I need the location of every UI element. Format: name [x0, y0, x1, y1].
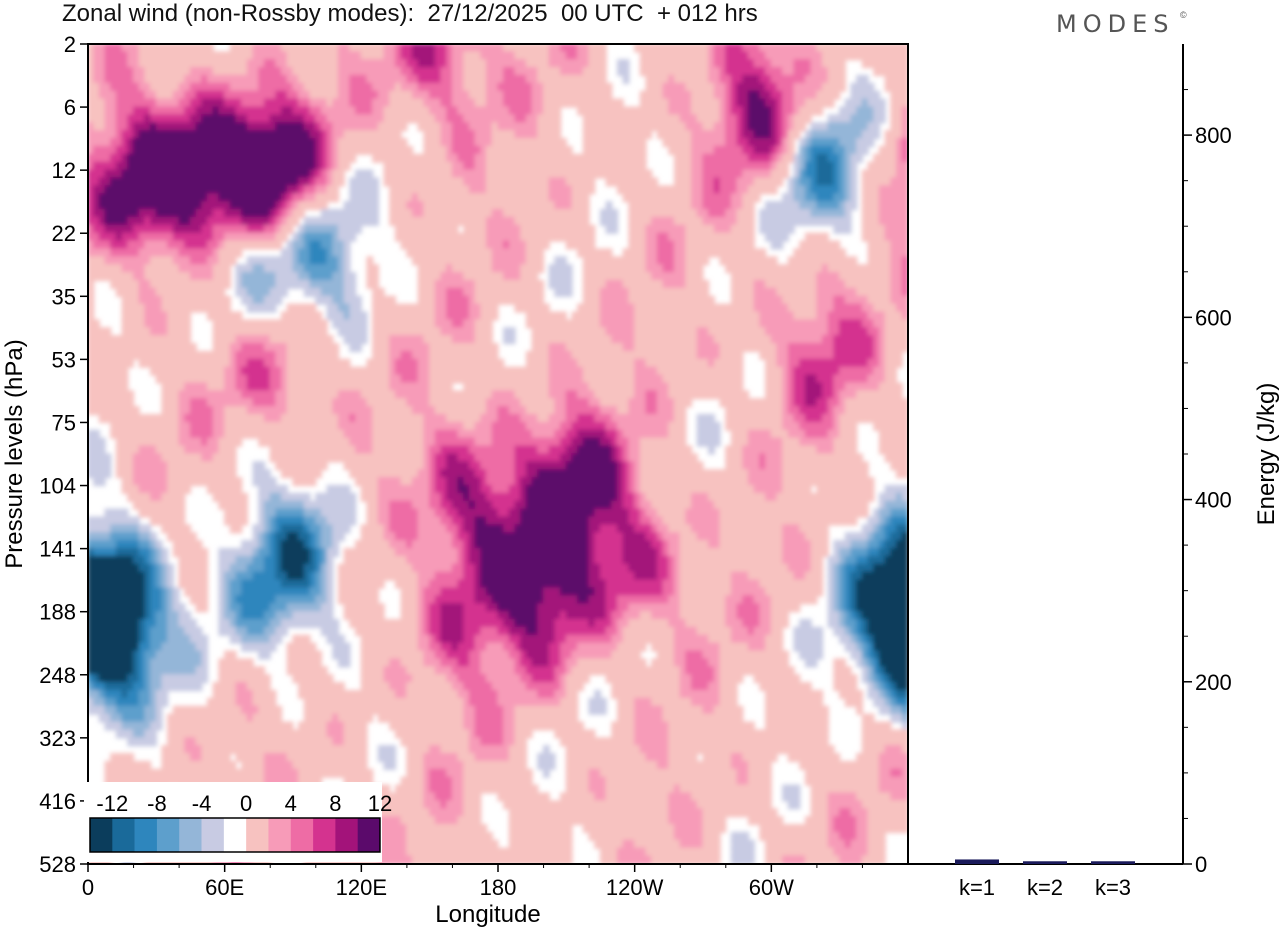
x-tick-label: 120W	[606, 875, 664, 900]
y-tick-label: 6	[64, 95, 76, 120]
colorbar-swatch	[156, 818, 180, 852]
y-tick-label: 35	[52, 284, 76, 309]
colorbar-label: 12	[368, 791, 392, 816]
chart-title: Zonal wind (non-Rossby modes): 27/12/202…	[62, 0, 758, 27]
colorbar-label: -4	[192, 791, 212, 816]
colorbar-label: -8	[147, 791, 167, 816]
colorbar-swatch	[223, 818, 247, 852]
colorbar-label: 8	[329, 791, 341, 816]
x-tick-label: 60W	[749, 875, 794, 900]
y-tick-label: 188	[39, 600, 76, 625]
colorbar-frame	[89, 817, 381, 853]
colorbar-swatch	[268, 818, 292, 852]
colorbar-swatch	[90, 818, 113, 852]
x-tick-label: 60E	[205, 875, 244, 900]
y-tick-label: 12	[52, 158, 76, 183]
y-tick-label: 2	[64, 32, 76, 57]
x-tick-label: 180	[480, 875, 517, 900]
energy-category-label: k=1	[959, 875, 995, 900]
energy-tick-label: 400	[1195, 488, 1232, 513]
colorbar-swatch	[179, 818, 202, 852]
copyright-mark: ©	[1180, 10, 1187, 20]
y-tick-label: 104	[39, 474, 76, 499]
y-tick-label: 528	[39, 852, 76, 877]
energy-tick-label: 800	[1195, 123, 1232, 148]
colorbar-label: 4	[285, 791, 297, 816]
y-tick-label: 416	[39, 789, 76, 814]
energy-bar-k1	[955, 859, 999, 864]
colorbar-swatch	[357, 818, 381, 852]
y-tick-label: 248	[39, 663, 76, 688]
colorbar-swatch	[335, 818, 358, 852]
energy-category-label: k=3	[1095, 875, 1131, 900]
y-tick-label: 22	[52, 221, 76, 246]
modes-logo: MODES	[1056, 10, 1175, 38]
colorbar-swatch	[246, 818, 269, 852]
x-tick-label: 120E	[336, 875, 387, 900]
energy-tick-label: 600	[1195, 305, 1232, 330]
energy-axis-label: Energy (J/kg)	[1253, 383, 1280, 526]
energy-axes: 0 200 400 600 800 Energy (J/kg) k=1 k=2 k=3	[908, 44, 1280, 900]
colorbar: -12 -8 -4 0 4 8 12	[84, 782, 392, 862]
energy-tick-label: 0	[1195, 852, 1207, 877]
colorbar-label: -12	[96, 791, 128, 816]
colorbar-label: 0	[240, 791, 252, 816]
heatmap-field	[88, 44, 908, 864]
y-tick-label: 53	[52, 347, 76, 372]
x-tick-label: 0	[82, 875, 94, 900]
x-axis-label: Longitude	[435, 901, 540, 928]
colorbar-swatch	[201, 818, 225, 852]
energy-bar-k3	[1091, 861, 1135, 864]
colorbar-swatch	[134, 818, 158, 852]
colorbar-swatch	[313, 818, 336, 852]
energy-category-label: k=2	[1027, 875, 1063, 900]
field-cells	[88, 44, 908, 864]
y-tick-label: 75	[52, 410, 76, 435]
energy-bar-k2	[1023, 861, 1067, 864]
y-tick-label: 323	[39, 726, 76, 751]
y-tick-label: 141	[39, 537, 76, 562]
colorbar-swatch	[112, 818, 135, 852]
colorbar-swatch	[290, 818, 314, 852]
energy-tick-label: 200	[1195, 670, 1232, 695]
y-axis-label: Pressure levels (hPa)	[1, 339, 28, 568]
